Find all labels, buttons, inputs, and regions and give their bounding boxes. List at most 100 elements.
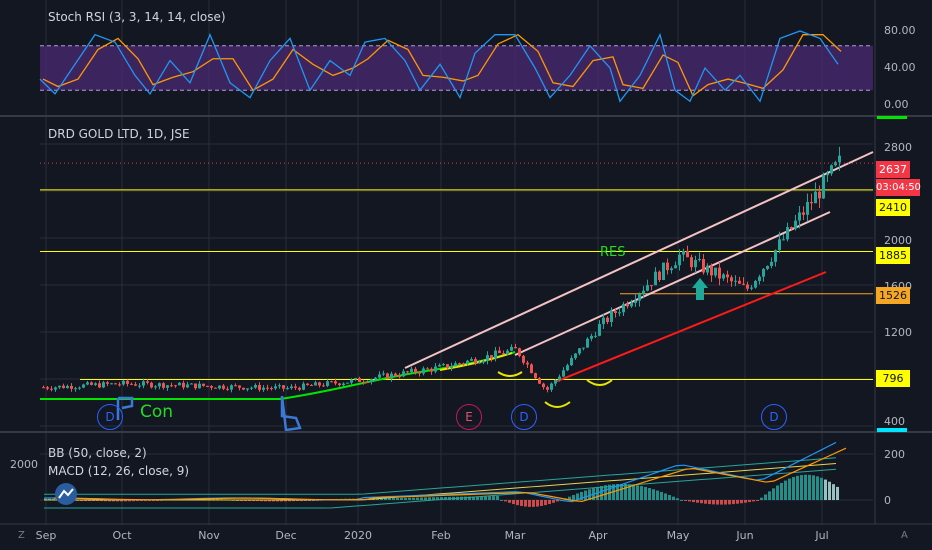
candle-body — [686, 250, 689, 258]
candle-body — [786, 227, 789, 240]
candle-body — [434, 366, 437, 372]
candle-body — [182, 382, 185, 388]
candle-body — [98, 383, 101, 388]
macd-histogram-bar — [776, 485, 779, 500]
macd-histogram-bar — [648, 488, 651, 500]
candle-body — [530, 364, 533, 374]
macd-panel — [40, 441, 873, 509]
macd-histogram-bar — [516, 500, 519, 506]
candle-body — [390, 373, 393, 379]
candle-body — [342, 383, 345, 386]
macd-tick-0: 0 — [884, 494, 891, 507]
candle-body — [246, 388, 249, 390]
macd-histogram-bar — [832, 484, 835, 500]
dividend-marker[interactable]: D — [761, 404, 787, 430]
macd-histogram-bar — [416, 497, 419, 500]
candle-body — [226, 388, 229, 390]
macd-histogram-bar — [784, 480, 787, 500]
candle-body — [770, 261, 773, 266]
macd-histogram-bar — [708, 500, 711, 505]
x-tick-nov: Nov — [198, 529, 220, 542]
macd-histogram-bar — [524, 500, 527, 507]
candle-body — [566, 365, 569, 371]
candle-body — [838, 155, 841, 163]
macd-histogram-bar — [692, 500, 695, 503]
macd-histogram-bar — [704, 500, 707, 504]
candle-body — [42, 387, 45, 389]
symbol-title[interactable]: DRD GOLD LTD, 1D, JSE — [48, 127, 190, 141]
candle-body — [458, 363, 461, 365]
macd-histogram-bar — [136, 500, 139, 502]
x-tick-oct: Oct — [112, 529, 132, 542]
macd-histogram-bar — [800, 475, 803, 500]
candle-body — [454, 363, 457, 367]
candle-body — [402, 371, 405, 377]
stoch-tick-80: 80.00 — [884, 24, 916, 37]
candle-body — [558, 376, 561, 381]
macd-histogram-bar — [432, 497, 435, 500]
macd-histogram-bar — [44, 498, 47, 500]
candle-body — [550, 383, 553, 390]
candle-body — [238, 385, 241, 388]
macd-histogram-bar — [748, 500, 751, 503]
candle-body — [518, 348, 521, 356]
candle-body — [794, 220, 797, 229]
zoom-icon[interactable]: Z — [18, 530, 25, 541]
candle-body — [546, 387, 549, 390]
candle-body — [250, 387, 253, 389]
macd-histogram-bar — [500, 500, 503, 501]
stoch-rsi-panel — [39, 30, 873, 103]
candle-body — [170, 385, 173, 387]
macd-histogram-bar — [404, 497, 407, 500]
macd-histogram-bar — [512, 500, 515, 505]
macd-histogram-bar — [752, 500, 755, 502]
candle-body — [350, 379, 353, 383]
candle-body — [590, 335, 593, 339]
candle-body — [330, 381, 333, 383]
macd-histogram-bar — [472, 496, 475, 500]
macd-histogram-bar — [764, 494, 767, 500]
macd-tick-200: 200 — [884, 448, 905, 461]
candle-body — [650, 285, 653, 287]
dividend-marker[interactable]: D — [97, 404, 123, 430]
macd-histogram-bar — [828, 481, 831, 500]
macd-histogram-bar — [492, 496, 495, 500]
macd-histogram-bar — [644, 486, 647, 500]
channel-middle-line — [514, 211, 831, 356]
auto-scale-icon[interactable]: A — [901, 530, 908, 541]
macd-histogram-bar — [636, 485, 639, 500]
candle-body — [582, 347, 585, 349]
candle-body — [834, 162, 837, 166]
candle-body — [682, 250, 685, 255]
candle-body — [262, 387, 265, 390]
candle-body — [774, 250, 777, 262]
dividend-marker[interactable]: D — [511, 404, 537, 430]
candle-body — [54, 387, 57, 390]
candle-body — [498, 350, 501, 354]
macd-histogram-bar — [664, 493, 667, 500]
last-price-tag: 2637 — [876, 161, 910, 178]
candle-body — [398, 376, 401, 378]
candle-body — [138, 385, 141, 387]
macd-histogram-bar — [272, 500, 275, 502]
candle-body — [806, 202, 809, 215]
candle-body — [734, 280, 737, 282]
candle-body — [702, 259, 705, 273]
candle-body — [742, 283, 745, 285]
candle-body — [222, 385, 225, 389]
macd-histogram-bar — [680, 500, 683, 501]
candle-body — [638, 294, 641, 301]
candle-body — [678, 254, 681, 266]
macd-histogram-bar — [388, 498, 391, 500]
candle-body — [502, 353, 505, 355]
candle-body — [670, 268, 673, 271]
earnings-marker[interactable]: E — [456, 404, 482, 430]
candle-body — [274, 386, 277, 389]
candle-body — [206, 385, 209, 387]
price-tick-2800: 2800 — [884, 141, 912, 154]
candle-body — [810, 202, 813, 204]
candle-body — [586, 338, 589, 348]
bottom-arc — [586, 379, 613, 386]
macd-histogram-bar — [496, 496, 499, 500]
